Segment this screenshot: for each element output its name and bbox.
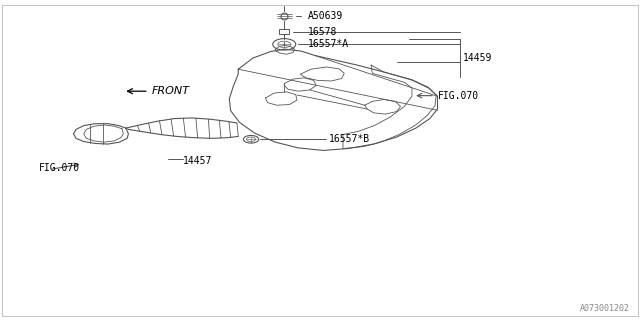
Text: 14457: 14457 [182, 156, 212, 166]
Text: 16557*A: 16557*A [308, 39, 349, 49]
Text: A073001202: A073001202 [580, 304, 630, 313]
Text: FIG.070: FIG.070 [39, 163, 80, 173]
Text: 14459: 14459 [463, 53, 492, 63]
Text: 16578: 16578 [308, 27, 337, 36]
Text: FIG.070: FIG.070 [438, 91, 479, 101]
Bar [279, 29, 289, 34]
Text: 16557*B: 16557*B [329, 134, 370, 144]
Text: FRONT: FRONT [152, 86, 189, 96]
Text: A50639: A50639 [308, 11, 343, 21]
